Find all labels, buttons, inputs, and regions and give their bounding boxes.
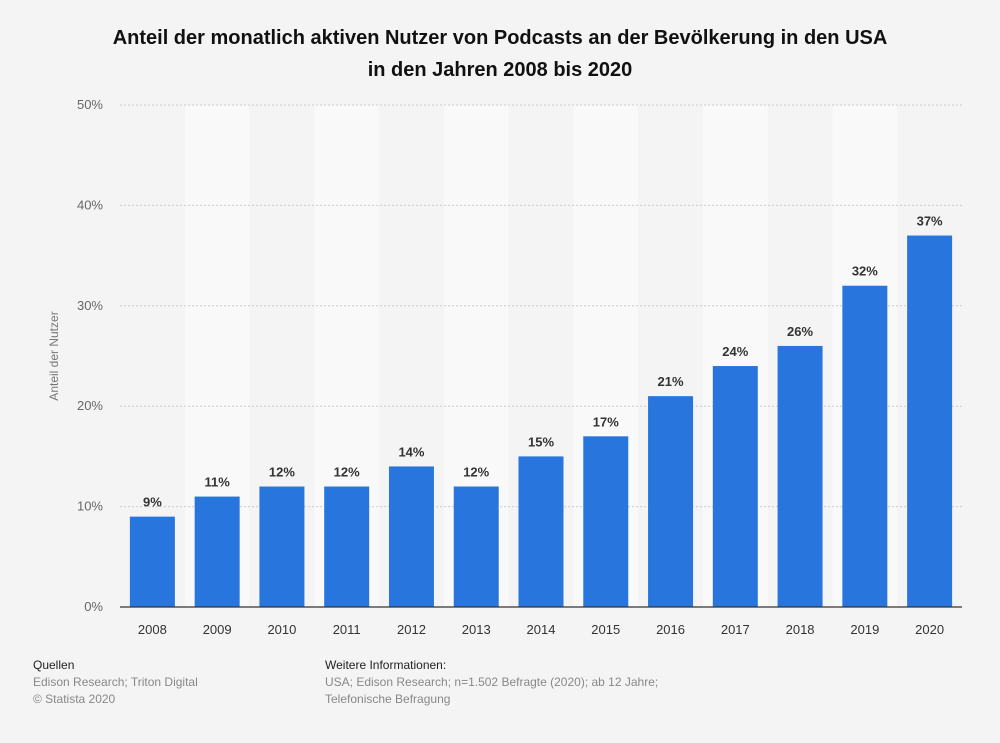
bar-value-label: 17% xyxy=(593,414,619,429)
bar xyxy=(129,516,175,607)
y-tick-label: 40% xyxy=(77,197,103,212)
chart-title-line-1: Anteil der monatlich aktiven Nutzer von … xyxy=(112,27,888,49)
info-line-1: USA; Edison Research; n=1.502 Befragte (… xyxy=(325,675,659,689)
bar xyxy=(194,496,240,607)
x-tick-label: 2013 xyxy=(462,622,491,637)
bar xyxy=(518,456,564,607)
copyright-text: © Statista 2020 xyxy=(33,692,116,706)
info-line-2: Telefonische Befragung xyxy=(325,692,451,706)
bar xyxy=(712,366,758,607)
bar-value-label: 21% xyxy=(658,374,684,389)
x-tick-label: 2020 xyxy=(915,622,944,637)
y-tick-label: 20% xyxy=(77,398,103,413)
x-tick-label: 2016 xyxy=(656,622,685,637)
y-tick-label: 0% xyxy=(84,599,103,614)
bar xyxy=(324,486,370,607)
x-tick-label: 2018 xyxy=(786,622,815,637)
bar-value-label: 32% xyxy=(852,264,878,279)
bar-value-label: 12% xyxy=(334,465,360,480)
bar xyxy=(453,486,499,607)
info-block: Weitere Informationen: USA; Edison Resea… xyxy=(325,657,658,708)
bar xyxy=(842,285,888,607)
bar-value-label: 24% xyxy=(722,344,748,359)
x-tick-label: 2012 xyxy=(397,622,426,637)
bar-value-label: 37% xyxy=(917,214,943,229)
bar-value-label: 12% xyxy=(269,465,295,480)
x-tick-label: 2009 xyxy=(203,622,232,637)
bar-value-label: 9% xyxy=(143,495,162,510)
bar xyxy=(388,466,434,607)
bar-value-label: 14% xyxy=(398,444,424,459)
x-tick-label: 2010 xyxy=(267,622,296,637)
chart-title: Anteil der monatlich aktiven Nutzer von … xyxy=(40,22,960,86)
y-tick-label: 30% xyxy=(77,298,103,313)
y-tick-label: 50% xyxy=(77,97,103,112)
y-tick-label: 10% xyxy=(77,499,103,514)
x-tick-label: 2014 xyxy=(527,622,556,637)
x-tick-label: 2019 xyxy=(850,622,879,637)
sources-text: Edison Research; Triton Digital xyxy=(33,675,198,689)
bar xyxy=(583,436,629,607)
bar-value-label: 15% xyxy=(528,434,554,449)
y-axis-title: Anteil der Nutzer xyxy=(47,311,61,400)
x-tick-label: 2008 xyxy=(138,622,167,637)
chart-title-line-2: in den Jahren 2008 bis 2020 xyxy=(367,59,633,81)
bar-value-label: 11% xyxy=(204,475,230,490)
bar xyxy=(259,486,305,607)
bar xyxy=(648,396,694,607)
bar-value-label: 12% xyxy=(463,465,489,480)
x-tick-label: 2011 xyxy=(333,622,361,637)
x-tick-label: 2017 xyxy=(721,622,750,637)
x-tick-label: 2015 xyxy=(591,622,620,637)
sources-block: Quellen Edison Research; Triton Digital … xyxy=(33,657,198,708)
bar xyxy=(777,345,823,607)
sources-heading: Quellen xyxy=(33,658,75,672)
bar xyxy=(907,235,953,607)
bar-value-label: 26% xyxy=(787,324,813,339)
info-heading: Weitere Informationen: xyxy=(325,658,447,672)
